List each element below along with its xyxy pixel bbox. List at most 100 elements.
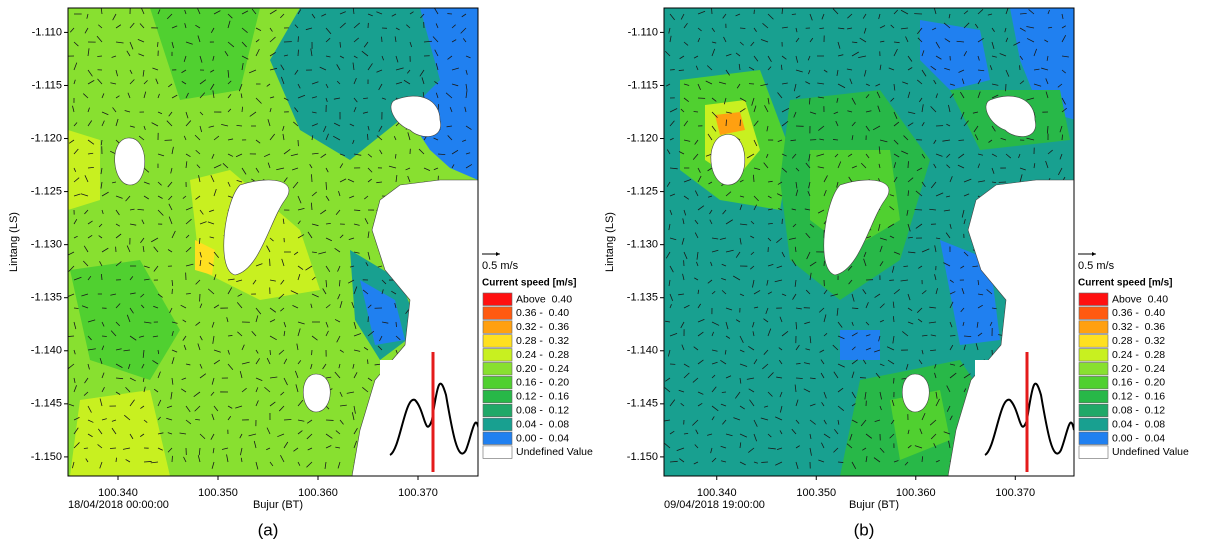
current-arrow bbox=[823, 69, 828, 73]
current-arrow bbox=[878, 163, 881, 169]
speed-patch bbox=[195, 240, 215, 275]
current-arrow bbox=[325, 330, 329, 337]
current-arrow bbox=[696, 251, 699, 260]
current-arrow bbox=[963, 10, 969, 15]
current-arrow bbox=[902, 331, 909, 337]
current-arrow bbox=[682, 218, 685, 225]
current-arrow bbox=[406, 69, 411, 74]
current-arrow bbox=[781, 251, 785, 258]
current-arrow bbox=[748, 66, 755, 71]
current-arrow bbox=[818, 307, 825, 313]
current-arrow bbox=[949, 344, 954, 351]
current-arrow bbox=[949, 372, 957, 379]
current-arrow bbox=[942, 139, 951, 142]
current-arrow bbox=[353, 77, 357, 85]
current-arrow bbox=[961, 288, 965, 295]
current-arrow bbox=[283, 177, 288, 183]
current-arrow bbox=[185, 153, 191, 158]
current-arrow bbox=[735, 13, 741, 17]
current-arrow bbox=[735, 319, 741, 323]
current-arrow bbox=[263, 153, 271, 158]
current-arrow bbox=[110, 293, 117, 296]
current-arrow bbox=[795, 344, 800, 351]
current-arrow bbox=[711, 416, 715, 421]
current-arrow bbox=[874, 293, 881, 298]
current-arrow bbox=[73, 349, 76, 355]
current-arrow bbox=[349, 265, 355, 268]
current-arrow bbox=[139, 23, 145, 29]
current-arrow bbox=[669, 193, 676, 197]
current-arrow bbox=[746, 153, 755, 159]
current-arrow bbox=[753, 359, 758, 365]
current-arrow bbox=[946, 385, 951, 393]
current-arrow bbox=[129, 79, 135, 85]
current-arrow bbox=[946, 153, 951, 158]
current-arrow bbox=[367, 13, 373, 17]
current-arrow bbox=[361, 50, 369, 57]
current-arrow bbox=[150, 461, 159, 464]
current-arrow bbox=[87, 107, 90, 113]
y-tick-label: -1.125 bbox=[627, 185, 658, 197]
current-arrow bbox=[110, 82, 117, 85]
current-arrow bbox=[697, 303, 702, 309]
map bbox=[68, 8, 478, 476]
current-arrow bbox=[664, 443, 671, 449]
current-arrow bbox=[143, 167, 150, 173]
current-arrow bbox=[1005, 153, 1012, 159]
current-arrow bbox=[435, 63, 439, 71]
current-arrow bbox=[434, 81, 439, 85]
legend-label: 0.24 - 0.28 bbox=[516, 349, 569, 361]
current-arrow bbox=[664, 419, 671, 422]
current-arrow bbox=[976, 321, 979, 328]
current-arrow bbox=[949, 93, 955, 99]
current-arrow bbox=[310, 48, 313, 57]
current-arrow bbox=[339, 234, 344, 239]
current-arrow bbox=[325, 265, 331, 273]
current-arrow bbox=[753, 290, 761, 295]
y-tick-label: -1.110 bbox=[32, 26, 62, 38]
current-arrow bbox=[943, 209, 951, 212]
current-arrow bbox=[437, 153, 446, 156]
current-arrow bbox=[445, 92, 453, 99]
legend-swatch bbox=[1078, 320, 1109, 334]
current-arrow bbox=[352, 8, 355, 15]
current-arrow bbox=[697, 167, 701, 173]
current-arrow bbox=[805, 289, 811, 295]
current-arrow bbox=[209, 209, 215, 213]
current-arrow bbox=[665, 377, 671, 382]
current-arrow bbox=[752, 321, 755, 328]
current-arrow bbox=[241, 55, 249, 60]
current-arrow bbox=[863, 27, 867, 34]
current-arrow bbox=[73, 219, 78, 225]
current-arrow bbox=[353, 440, 358, 449]
current-arrow bbox=[792, 293, 797, 300]
current-arrow bbox=[963, 178, 972, 183]
current-arrow bbox=[157, 93, 160, 99]
current-arrow bbox=[720, 360, 727, 365]
current-arrow bbox=[917, 318, 923, 323]
current-arrow bbox=[791, 208, 797, 211]
current-arrow bbox=[949, 301, 954, 309]
current-arrow bbox=[760, 83, 769, 87]
current-arrow bbox=[98, 428, 103, 435]
current-arrow bbox=[683, 139, 691, 142]
current-arrow bbox=[213, 164, 222, 169]
current-arrow bbox=[166, 120, 173, 127]
current-arrow bbox=[294, 370, 299, 379]
current-arrow bbox=[211, 461, 215, 469]
current-arrow bbox=[152, 360, 159, 365]
current-arrow bbox=[320, 153, 327, 159]
current-arrow bbox=[115, 233, 122, 239]
current-arrow bbox=[808, 181, 811, 189]
current-arrow bbox=[100, 139, 103, 146]
current-arrow bbox=[722, 13, 727, 19]
current-arrow bbox=[255, 307, 262, 315]
current-arrow bbox=[875, 372, 881, 379]
current-arrow bbox=[889, 433, 895, 439]
current-arrow bbox=[126, 50, 131, 57]
current-arrow bbox=[166, 13, 173, 20]
current-arrow bbox=[949, 223, 952, 229]
current-arrow bbox=[1059, 125, 1063, 133]
current-arrow bbox=[465, 164, 473, 169]
current-arrow bbox=[879, 363, 885, 367]
